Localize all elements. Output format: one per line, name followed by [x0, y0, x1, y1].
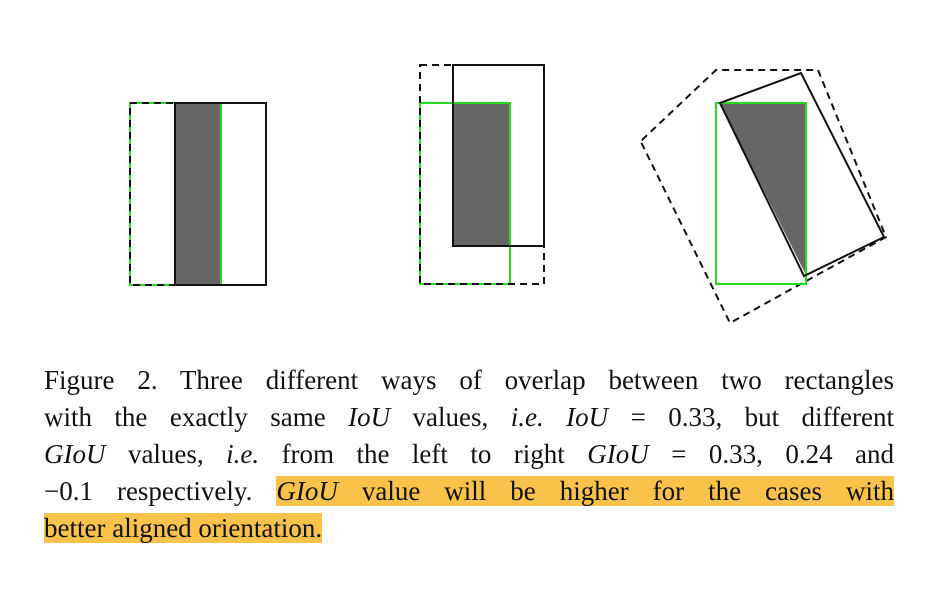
caption-text: values, [390, 402, 511, 432]
caption-ie: i.e. [510, 402, 544, 432]
caption-text: −0.1 respectively. [44, 476, 277, 506]
case-middle [419, 64, 545, 285]
intersection-area [175, 103, 221, 285]
figure-illustration [129, 64, 888, 325]
predicted-box [718, 71, 886, 278]
highlighted-text: GIoU value will be higher for the cases … [276, 476, 894, 506]
math-iou: IoU [566, 402, 609, 432]
math-giou: GIoU [276, 476, 338, 506]
case-right [638, 69, 888, 325]
caption-text: Figure 2. Three different ways of overla… [44, 365, 894, 395]
enclosing-box [419, 64, 545, 285]
caption-text: = 0.33, 0.24 and [648, 439, 894, 469]
ground-truth-box [715, 102, 807, 285]
caption-line-1: Figure 2. Three different ways of overla… [44, 362, 894, 399]
caption-text: value will be higher for the cases with [337, 476, 894, 506]
highlighted-text: better aligned orientation. [44, 513, 323, 543]
caption-text: with the exactly same [44, 402, 349, 432]
caption-line-5: better aligned orientation. [44, 510, 894, 547]
case-left [129, 102, 267, 286]
math-iou: IoU [348, 402, 391, 432]
caption-line-3: GIoU values, i.e. from the left to right… [44, 436, 894, 473]
intersection-area [453, 103, 510, 246]
enclosing-box [638, 69, 888, 325]
caption-text: = 0.33, but different [608, 402, 895, 432]
caption-ie: i.e. [226, 439, 260, 469]
figure-caption: Figure 2. Three different ways of overla… [44, 362, 894, 547]
caption-line-4: −0.1 respectively. GIoU value will be hi… [44, 473, 894, 510]
caption-text: from the left to right [259, 439, 588, 469]
math-giou: GIoU [587, 439, 649, 469]
math-giou: GIoU [44, 439, 106, 469]
caption-text: values, [105, 439, 227, 469]
caption-line-2: with the exactly same IoU values, i.e. I… [44, 399, 894, 436]
enclosing-box [129, 102, 267, 286]
